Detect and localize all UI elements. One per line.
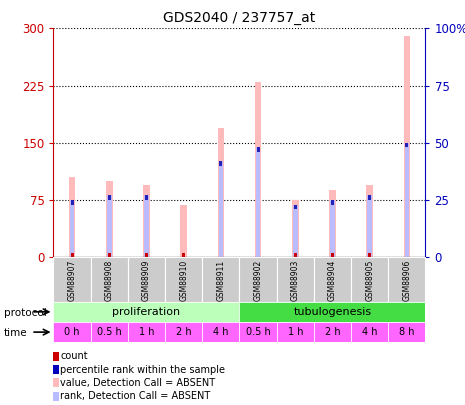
Bar <box>182 253 185 257</box>
Text: 0 h: 0 h <box>64 327 80 337</box>
Bar <box>277 257 314 302</box>
Bar <box>239 257 277 302</box>
Bar <box>202 257 239 302</box>
Bar <box>143 185 150 257</box>
Bar <box>368 253 371 257</box>
Bar <box>71 200 73 205</box>
Text: GSM88909: GSM88909 <box>142 260 151 301</box>
Text: 0.5 h: 0.5 h <box>97 327 122 337</box>
Bar <box>108 195 111 200</box>
Text: time: time <box>4 328 27 338</box>
Bar <box>202 322 239 342</box>
Bar <box>128 257 165 302</box>
Bar <box>405 143 409 257</box>
Bar <box>165 257 202 302</box>
Bar <box>91 322 128 342</box>
Bar <box>180 205 187 257</box>
Bar <box>294 253 297 257</box>
Bar <box>277 322 314 342</box>
Bar <box>53 302 239 322</box>
Bar <box>218 128 224 257</box>
Text: proliferation: proliferation <box>113 307 180 317</box>
Bar <box>331 253 334 257</box>
Bar <box>144 195 149 257</box>
Bar <box>367 195 372 257</box>
Text: percentile rank within the sample: percentile rank within the sample <box>60 364 225 375</box>
Bar <box>145 195 148 200</box>
Bar <box>106 181 113 257</box>
Bar <box>388 257 425 302</box>
Text: GSM88906: GSM88906 <box>402 260 412 301</box>
Bar <box>351 322 388 342</box>
Text: GSM88908: GSM88908 <box>105 260 114 301</box>
Text: count: count <box>60 351 88 361</box>
Bar <box>239 322 277 342</box>
Bar <box>165 322 202 342</box>
Text: 2 h: 2 h <box>325 327 340 337</box>
Bar <box>314 322 351 342</box>
Bar <box>293 205 298 257</box>
Bar <box>219 161 223 257</box>
Bar <box>314 257 351 302</box>
Bar <box>404 36 410 257</box>
Text: GSM88904: GSM88904 <box>328 260 337 301</box>
Text: 4 h: 4 h <box>362 327 378 337</box>
Text: 1 h: 1 h <box>139 327 154 337</box>
Text: 4 h: 4 h <box>213 327 229 337</box>
Text: tubulogenesis: tubulogenesis <box>293 307 372 317</box>
Bar <box>329 190 336 257</box>
Title: GDS2040 / 237757_at: GDS2040 / 237757_at <box>163 11 316 25</box>
Text: value, Detection Call = ABSENT: value, Detection Call = ABSENT <box>60 378 215 388</box>
Bar <box>53 257 91 302</box>
Bar <box>331 200 334 205</box>
Bar <box>53 322 91 342</box>
Bar <box>128 322 165 342</box>
Bar <box>330 200 335 257</box>
Bar <box>107 195 112 257</box>
Bar <box>351 257 388 302</box>
Text: 0.5 h: 0.5 h <box>246 327 271 337</box>
Text: GSM88907: GSM88907 <box>67 260 77 301</box>
Bar <box>256 147 260 257</box>
Text: rank, Detection Call = ABSENT: rank, Detection Call = ABSENT <box>60 391 210 401</box>
Bar <box>366 185 373 257</box>
Text: 8 h: 8 h <box>399 327 415 337</box>
Bar <box>145 253 148 257</box>
Bar <box>70 200 74 257</box>
Bar <box>294 205 297 209</box>
Bar <box>292 200 299 257</box>
Bar <box>388 322 425 342</box>
Text: 1 h: 1 h <box>287 327 303 337</box>
Text: GSM88911: GSM88911 <box>216 260 226 301</box>
Text: 2 h: 2 h <box>176 327 192 337</box>
Bar <box>257 147 259 152</box>
Text: GSM88910: GSM88910 <box>179 260 188 301</box>
Bar <box>91 257 128 302</box>
Text: protocol: protocol <box>4 308 46 318</box>
Bar <box>219 161 222 166</box>
Bar <box>108 253 111 257</box>
Text: GSM88902: GSM88902 <box>253 260 263 301</box>
Bar <box>368 195 371 200</box>
Bar <box>255 82 261 257</box>
Bar <box>239 302 425 322</box>
Bar <box>69 177 75 257</box>
Text: GSM88903: GSM88903 <box>291 260 300 301</box>
Bar <box>405 143 408 147</box>
Text: GSM88905: GSM88905 <box>365 260 374 301</box>
Bar <box>71 253 73 257</box>
